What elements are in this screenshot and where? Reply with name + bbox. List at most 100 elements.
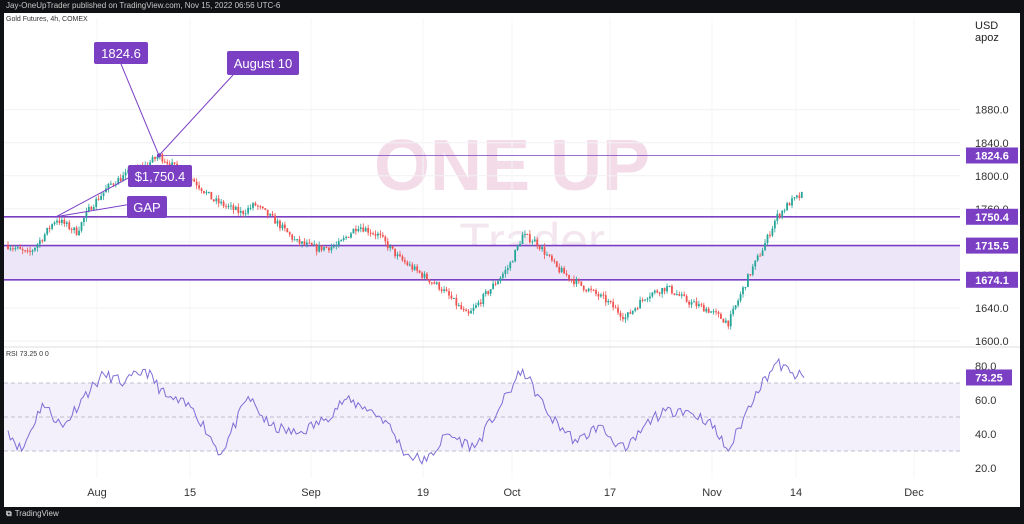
tradingview-logo-label: TradingView <box>14 509 59 518</box>
level-badge <box>966 237 1018 254</box>
candle-body <box>306 242 308 245</box>
candle-body <box>499 277 502 282</box>
candle-body <box>195 181 198 186</box>
x-tick-label: 15 <box>184 487 196 499</box>
candle-body <box>744 287 747 289</box>
candle-body <box>173 162 176 164</box>
support-zone <box>4 245 960 280</box>
candle-body <box>56 220 58 223</box>
candle-body <box>453 297 455 299</box>
candle-body <box>283 224 286 229</box>
candle-body <box>288 232 291 235</box>
candle-body <box>303 241 306 245</box>
candle-body <box>48 227 51 229</box>
candle-body <box>401 256 404 261</box>
x-tick-label: 19 <box>417 487 429 499</box>
candle-body <box>154 157 156 159</box>
candle-body <box>631 310 634 314</box>
candle-body <box>475 305 477 308</box>
candle-body <box>715 311 717 313</box>
candle-body <box>516 245 519 250</box>
candle-body <box>604 295 607 303</box>
y-tick-label: 1840.0 <box>975 138 1009 150</box>
candle-body <box>484 291 487 294</box>
candle-body <box>769 234 771 236</box>
candle-body <box>335 245 338 247</box>
candle-body <box>369 232 372 234</box>
candle-body <box>717 312 720 314</box>
candle-body <box>749 274 752 276</box>
rsi-line <box>7 357 805 465</box>
candle-body <box>558 266 561 273</box>
candle-body <box>622 316 624 320</box>
candle-body <box>526 233 529 235</box>
candle-body <box>649 296 651 299</box>
candle-body <box>97 198 100 200</box>
candle-body <box>438 282 441 290</box>
candle-body <box>533 239 536 242</box>
candle-body <box>163 161 166 163</box>
candle-body <box>675 294 678 296</box>
candle-body <box>462 309 465 311</box>
candle-body <box>328 247 330 251</box>
candle-body <box>776 213 779 221</box>
candle-body <box>426 273 428 280</box>
candle-body <box>73 227 76 231</box>
candle-body <box>543 247 546 255</box>
candle-body <box>607 300 610 303</box>
candle-body <box>786 203 788 211</box>
candle-body <box>423 273 426 278</box>
candle-body <box>252 203 254 208</box>
candle-body <box>509 262 512 269</box>
y-tick-label: 1640.0 <box>975 303 1009 315</box>
candle-body <box>166 162 169 164</box>
candle-body <box>237 206 240 213</box>
candle-body <box>14 248 17 250</box>
candle-body <box>732 308 735 315</box>
y-tick-label: 1600.0 <box>975 336 1009 348</box>
candle-body <box>203 191 205 194</box>
candle-body <box>479 302 482 305</box>
candle-body <box>472 307 475 311</box>
candle-body <box>308 242 311 244</box>
candle-body <box>521 234 524 244</box>
candle-body <box>722 318 725 323</box>
candle-body <box>742 287 744 295</box>
candle-body <box>320 245 323 251</box>
candle-body <box>688 301 690 305</box>
candle-body <box>31 250 34 252</box>
candle-body <box>577 279 580 282</box>
candle-body <box>222 201 225 207</box>
candle-body <box>506 268 509 271</box>
candle-body <box>247 207 249 214</box>
candle-body <box>671 285 673 294</box>
candle-body <box>430 282 433 284</box>
candle-body <box>781 210 784 217</box>
candle-body <box>374 233 377 236</box>
candle-body <box>257 205 259 207</box>
candle-body <box>796 195 798 198</box>
candle-body <box>264 208 267 210</box>
candle-body <box>524 233 526 235</box>
candle-body <box>232 205 235 210</box>
candle-body <box>332 246 335 248</box>
candle-body <box>65 222 68 224</box>
x-tick-label: Oct <box>503 487 520 499</box>
candle-body <box>220 201 223 204</box>
candle-body <box>318 245 321 252</box>
candle-body <box>298 239 301 244</box>
annotation-connector <box>55 203 133 218</box>
candle-body <box>465 309 468 312</box>
candle-body <box>764 242 766 251</box>
candle-body <box>470 310 472 314</box>
candle-body <box>100 196 102 200</box>
candle-body <box>117 178 120 185</box>
candle-body <box>440 289 443 291</box>
candle-body <box>477 302 480 306</box>
candle-body <box>528 234 531 243</box>
candle-body <box>597 293 600 297</box>
candle-body <box>646 298 649 300</box>
tradingview-logo: ⧉ TradingView <box>6 509 59 519</box>
candle-body <box>269 213 272 216</box>
candle-body <box>666 286 668 292</box>
